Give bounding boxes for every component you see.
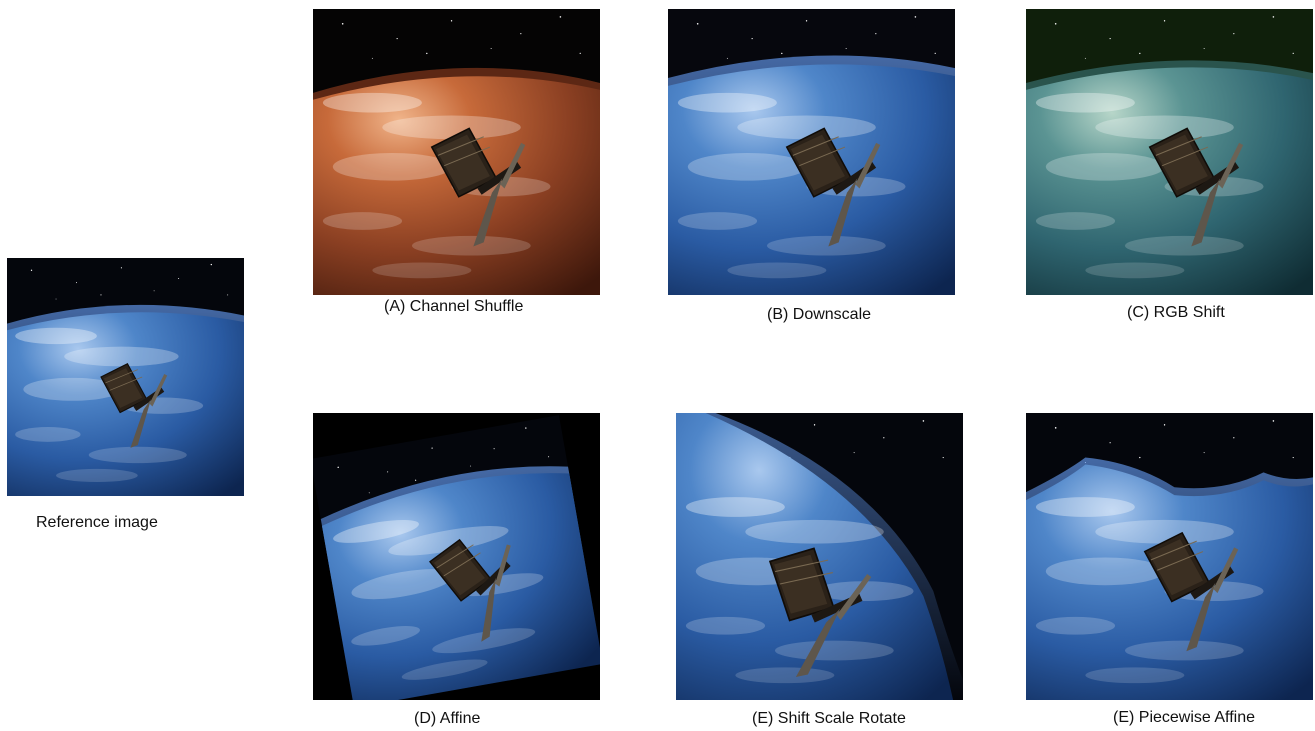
caption-shift-scale-rotate: (E) Shift Scale Rotate [752, 710, 906, 727]
caption-downscale: (B) Downscale [767, 306, 872, 323]
caption-rgb-shift: (C) RGB Shift [1127, 304, 1225, 321]
panel-channel-shuffle [313, 9, 600, 295]
rgb-shift-scene [1026, 9, 1313, 295]
reference-caption: Reference image [36, 514, 158, 531]
panel-shift-scale-rotate [676, 413, 963, 700]
caption-affine: (D) Affine [414, 710, 481, 727]
caption-channel-shuffle: (A) Channel Shuffle [384, 298, 524, 315]
panel-piecewise-affine [1026, 413, 1313, 700]
reference-earth-satellite-scene [7, 258, 244, 496]
affine-scene [313, 413, 600, 700]
panel-downscale [668, 9, 955, 295]
channel-shuffle-scene [313, 9, 600, 295]
panel-affine [313, 413, 600, 700]
shift-scale-rotate-scene [676, 413, 963, 700]
panel-rgb-shift [1026, 9, 1313, 295]
caption-piecewise-affine: (E) Piecewise Affine [1113, 709, 1255, 726]
reference-image [7, 258, 244, 496]
downscale-scene [668, 9, 955, 295]
piecewise-affine-scene [1026, 413, 1313, 700]
